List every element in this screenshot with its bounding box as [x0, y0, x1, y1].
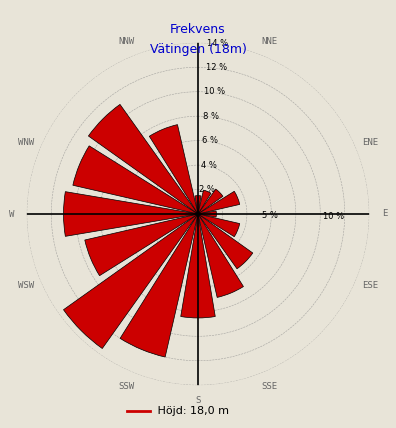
Text: 8 %: 8 % — [203, 112, 219, 121]
Bar — [198, 191, 240, 214]
Text: Vätingen (18m): Vätingen (18m) — [150, 43, 246, 56]
Text: W: W — [9, 209, 14, 219]
Text: WNW: WNW — [17, 138, 34, 147]
Text: 10 %: 10 % — [204, 87, 226, 96]
Bar — [198, 211, 216, 217]
Bar — [181, 214, 215, 318]
Text: 12 %: 12 % — [206, 63, 227, 72]
Text: ENE: ENE — [362, 138, 379, 147]
Text: E: E — [382, 209, 387, 219]
Text: ESE: ESE — [362, 281, 379, 290]
Text: S: S — [195, 396, 201, 405]
Bar — [73, 146, 198, 214]
Bar — [63, 214, 198, 348]
Bar — [198, 214, 240, 237]
Bar — [195, 196, 201, 214]
Text: 2 %: 2 % — [199, 185, 215, 194]
Text: NNE: NNE — [261, 37, 278, 46]
Bar — [198, 189, 223, 214]
Text: WSW: WSW — [17, 281, 34, 290]
Bar — [198, 190, 211, 214]
Text: 14 %: 14 % — [207, 39, 228, 48]
Bar — [85, 214, 198, 276]
Text: 4 %: 4 % — [200, 160, 217, 169]
Text: NNW: NNW — [118, 37, 135, 46]
Text: SSE: SSE — [261, 382, 278, 391]
Bar — [120, 214, 198, 357]
Bar — [88, 104, 198, 214]
Text: 6 %: 6 % — [202, 136, 218, 145]
Text: 10 %: 10 % — [323, 212, 344, 221]
Text: Frekvens: Frekvens — [170, 24, 226, 36]
Text: SSW: SSW — [118, 382, 135, 391]
Bar — [63, 192, 198, 236]
Bar — [198, 214, 244, 297]
Bar — [149, 125, 198, 214]
Bar — [198, 214, 253, 269]
Text: Höjd: 18,0 m: Höjd: 18,0 m — [154, 406, 229, 416]
Text: 5 %: 5 % — [262, 211, 278, 220]
